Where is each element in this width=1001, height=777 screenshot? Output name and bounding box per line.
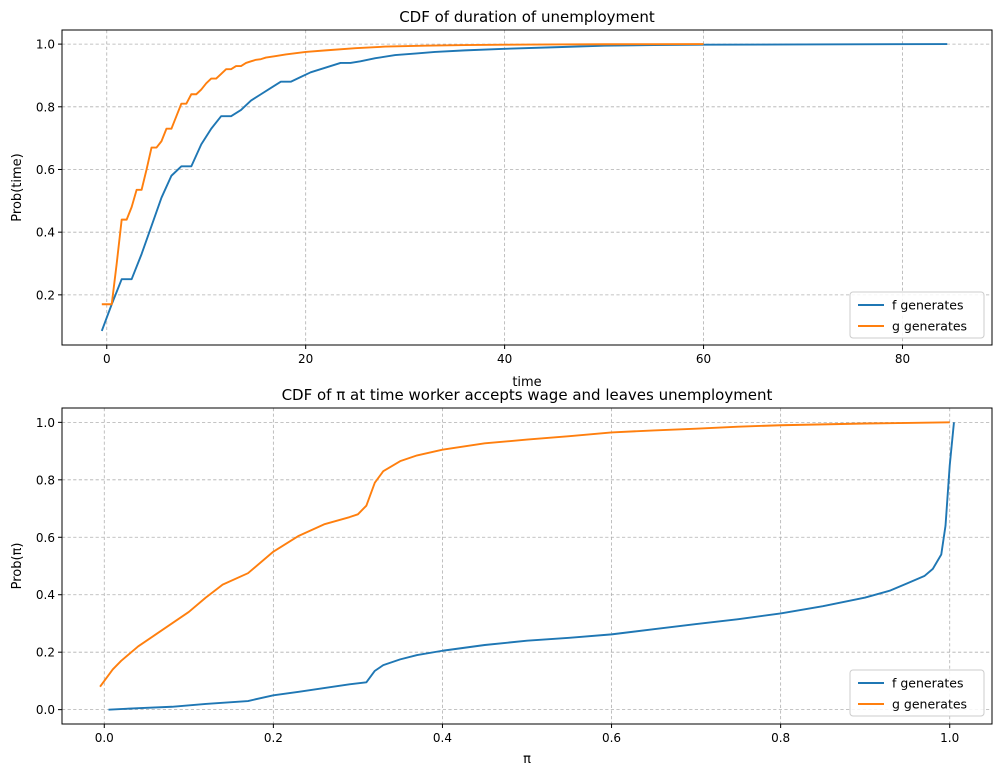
x-tick-label: 60 xyxy=(696,352,711,366)
y-tick-label: 0.6 xyxy=(36,531,55,545)
y-tick-label: 0.8 xyxy=(36,100,55,114)
x-axis-label: π xyxy=(523,752,531,767)
x-tick-label: 80 xyxy=(895,352,910,366)
y-tick-label: 1.0 xyxy=(36,416,55,430)
x-tick-label: 40 xyxy=(497,352,512,366)
chart-duration-cdf: 0 20 40 60 80 0.2 0.4 0.6 0.8 1.0 CDF of duration … xyxy=(10,8,993,390)
y-tick-label: 0.8 xyxy=(36,473,55,487)
x-tick-label: 0.8 xyxy=(771,731,790,745)
y-tick-label: 0.2 xyxy=(36,288,55,302)
x-tick-label: 0.6 xyxy=(602,731,621,745)
y-tick-label: 0.2 xyxy=(36,646,55,660)
series-line-f xyxy=(108,422,955,711)
legend: f generates g generates xyxy=(849,669,985,717)
legend: f generates g generates xyxy=(849,291,985,339)
legend-label-g: g generates xyxy=(892,697,967,712)
y-axis-label: Prob(π) xyxy=(10,543,25,590)
x-tick-label: 0.2 xyxy=(264,731,283,745)
plot-frame xyxy=(61,407,993,725)
x-tick-label: 20 xyxy=(298,352,313,366)
chart-pi-cdf: 0.0 0.2 0.4 0.6 0.8 1.0 0.0 0.2 0.4 0.6 0.8 1.0 CDF … xyxy=(10,386,993,767)
y-axis-label: Prob(time) xyxy=(10,153,25,221)
plot-frame xyxy=(61,29,993,346)
x-tick-label: 1.0 xyxy=(940,731,959,745)
x-tick-label: 0 xyxy=(103,352,111,366)
x-tick-label: 0.0 xyxy=(95,731,114,745)
x-axis-label: time xyxy=(512,375,541,390)
y-tick-label: 1.0 xyxy=(36,38,55,52)
legend-label-f: f generates xyxy=(892,676,964,691)
chart-title: CDF of π at time worker accepts wage and… xyxy=(282,386,773,404)
y-tick-label: 0.6 xyxy=(36,163,55,177)
chart-title: CDF of duration of unemployment xyxy=(399,8,655,26)
legend-label-f: f generates xyxy=(892,298,964,313)
y-tick-label: 0.4 xyxy=(36,588,55,602)
y-tick-label: 0.4 xyxy=(36,226,55,240)
series-line-f xyxy=(100,43,948,332)
x-tick-label: 0.4 xyxy=(433,731,452,745)
series-line-g xyxy=(99,421,950,688)
series-line-g xyxy=(101,43,704,306)
legend-label-g: g generates xyxy=(892,319,967,334)
y-tick-label: 0.0 xyxy=(36,703,55,717)
